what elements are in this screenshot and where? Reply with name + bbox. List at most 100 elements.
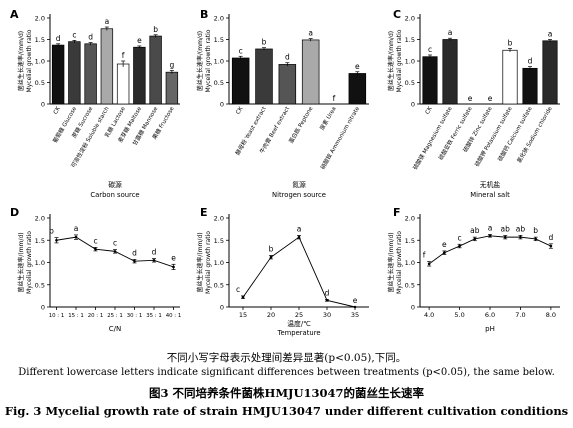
- y-tick-label: 2.0: [35, 15, 45, 23]
- x-tick-label: 25: [295, 311, 303, 319]
- y-axis-title-cn: 菌丝生长速率/(mm/d): [196, 31, 204, 91]
- x-tick-label: 15 : 1: [68, 313, 84, 319]
- y-tick-label: 0.5: [405, 281, 415, 289]
- bar: [442, 39, 458, 105]
- x-tick-label: 10 : 1: [49, 313, 65, 319]
- y-axis-title-cn: 菌丝生长速率/(mm/d): [387, 232, 395, 292]
- y-axis-title-en: Mycelial growth ratio: [26, 231, 33, 294]
- x-tick-label: 8.0: [546, 311, 556, 319]
- y-tick-label: 0: [411, 304, 415, 312]
- y-axis-title-cn: 菌丝生长速率/(mm/d): [196, 232, 204, 292]
- x-axis-title-en: Nitrogen source: [272, 191, 326, 199]
- y-axis-title-en: Mycelial growth ratio: [396, 231, 403, 294]
- x-axis-title-en: Temperature: [276, 329, 320, 337]
- bar: [231, 57, 250, 105]
- bar: [522, 67, 538, 105]
- data-point: [534, 237, 537, 241]
- significance-letter: b: [533, 226, 538, 235]
- y-tick-label: 1.0: [35, 58, 45, 66]
- y-axis-title-en: Mycelial growth ratio: [26, 29, 33, 92]
- y-tick-label: 0: [41, 304, 45, 312]
- data-point: [549, 244, 553, 248]
- category-label: 硫酸钾 Potassium sulfate: [473, 105, 514, 168]
- x-tick-label: 20 : 1: [88, 313, 104, 319]
- significance-letter: c: [428, 45, 432, 54]
- category-label: 硫酸钙 Calcium sulfate: [496, 105, 534, 163]
- panel-letter: A: [10, 8, 19, 21]
- figure-title-cn: 图3 不同培养条件菌株HMJU13047的菌丝生长速率: [148, 386, 425, 400]
- caption-note-cn: 不同小写字母表示处理间差异显著(p<0.05),下同。: [166, 352, 407, 364]
- category-label: 硫酸镁 Magnesium sulfate: [411, 105, 454, 172]
- y-tick-label: 1.0: [35, 259, 45, 267]
- x-axis-title-cn: 无机盐: [480, 180, 501, 189]
- significance-letter: d: [325, 288, 330, 297]
- y-tick-label: 2.0: [214, 15, 224, 23]
- significance-letter: c: [458, 233, 462, 242]
- significance-letter: d: [132, 248, 137, 257]
- bar: [301, 39, 320, 105]
- series-line: [428, 235, 552, 265]
- y-tick-label: 1.5: [405, 237, 415, 245]
- y-tick-label: 0.5: [214, 79, 224, 87]
- significance-letter: d: [528, 57, 533, 66]
- bar: [68, 41, 81, 105]
- y-axis-title-cn: 菌丝生长速率/(mm/d): [17, 232, 25, 292]
- data-point: [297, 235, 301, 239]
- y-tick-label: 1.0: [405, 58, 415, 66]
- x-axis-title-cn: 氮源: [292, 180, 306, 189]
- panel-letter: F: [393, 206, 401, 219]
- x-axis-title: pH: [485, 325, 495, 333]
- y-tick-label: 2.0: [35, 215, 45, 223]
- data-point: [458, 244, 461, 248]
- figure-title-en: Fig. 3 Mycelial growth rate of strain HM…: [4, 404, 569, 418]
- significance-letter: e: [137, 36, 142, 45]
- series-line: [242, 236, 356, 308]
- data-point: [488, 234, 492, 238]
- significance-letter: b: [508, 39, 513, 48]
- data-point: [443, 251, 446, 255]
- y-tick-label: 1.5: [35, 237, 45, 245]
- y-tick-label: 2.0: [405, 15, 415, 23]
- y-tick-label: 1.0: [405, 259, 415, 267]
- data-point: [325, 299, 329, 302]
- y-tick-label: 1.5: [214, 237, 224, 245]
- significance-letter: ab: [470, 226, 480, 235]
- data-point: [473, 237, 477, 241]
- x-tick-label: 40 : 1: [166, 313, 182, 319]
- significance-letter: e: [468, 94, 473, 103]
- data-point: [269, 255, 273, 259]
- category-label: 尿素 Urea: [318, 105, 338, 132]
- y-tick-label: 1.0: [214, 58, 224, 66]
- y-tick-label: 0: [41, 101, 45, 109]
- x-tick-label: 7.0: [515, 311, 525, 319]
- significance-letter: ab: [501, 224, 511, 233]
- significance-letter: a: [105, 17, 110, 26]
- category-label: CK: [235, 106, 244, 116]
- x-axis-title-en: Carbon source: [90, 191, 139, 199]
- y-axis-title-cn: 菌丝生长速率/(mm/d): [387, 31, 395, 91]
- data-point: [74, 235, 78, 239]
- x-axis-title-cn: 温度/℃: [287, 319, 311, 328]
- significance-letter: a: [74, 224, 79, 233]
- significance-letter: b: [269, 244, 274, 253]
- data-point: [353, 305, 357, 309]
- y-tick-label: 0.5: [405, 79, 415, 87]
- significance-letter: e: [355, 62, 360, 71]
- significance-letter: d: [56, 34, 61, 43]
- panel-letter: B: [200, 8, 208, 21]
- significance-letter: d: [548, 233, 553, 242]
- significance-letter: a: [448, 28, 453, 37]
- x-axis-title-en: Mineral salt: [470, 191, 510, 199]
- x-tick-label: 25 : 1: [107, 313, 123, 319]
- x-tick-label: 35: [351, 311, 359, 319]
- y-axis-title-cn: 菌丝生长速率/(mm/d): [17, 31, 25, 91]
- significance-letter: e: [442, 240, 447, 249]
- panel-e: E 0 0.5 1.0 1.5 2.0 菌丝生长速率/(mm/d) Mycelial grow…: [196, 206, 369, 337]
- panel-d: D 0 0.5 1.0 1.5 2.0 菌丝生长速率/(mm/d) Mycelial grow…: [10, 206, 181, 333]
- panel-letter: D: [10, 206, 19, 219]
- data-point: [503, 235, 507, 239]
- significance-letter: a: [297, 224, 302, 233]
- x-tick-label: 5.0: [454, 311, 464, 319]
- x-tick-label: 30 : 1: [127, 313, 143, 319]
- x-tick-label: 20: [267, 311, 275, 319]
